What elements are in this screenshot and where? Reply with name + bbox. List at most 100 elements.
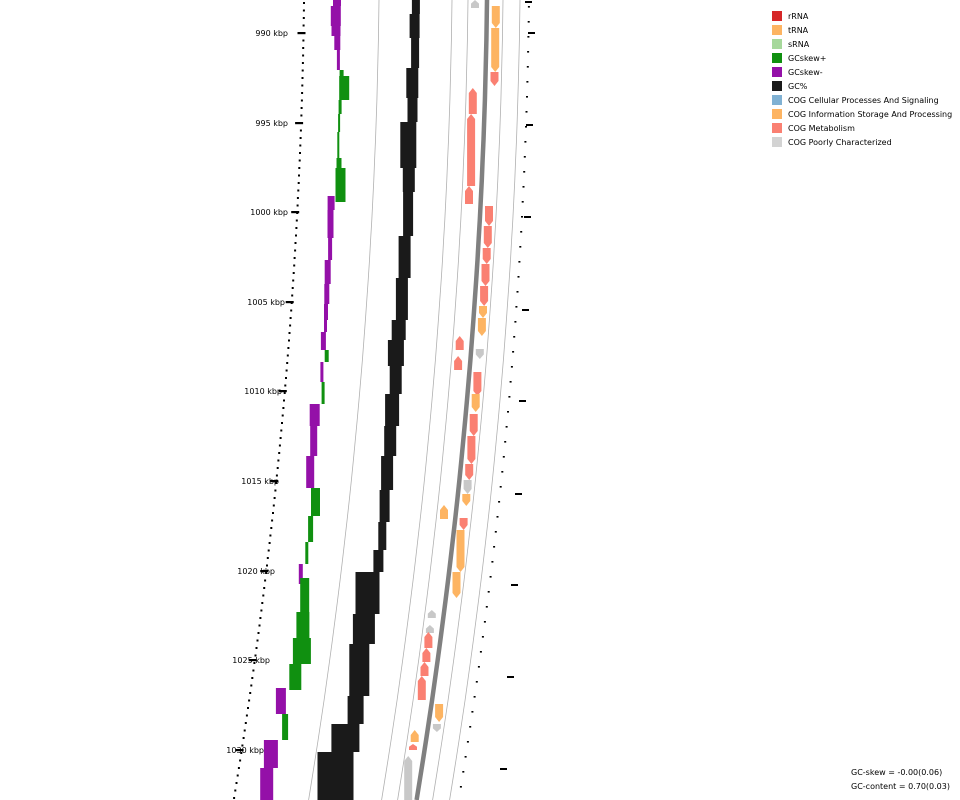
- cds-arrow-metabolism: [490, 72, 499, 86]
- scale-dot: [245, 714, 248, 717]
- gc-skew-bar-positive: [335, 168, 346, 202]
- gc-content-bar: [407, 98, 418, 122]
- scale-labels: 990 kbp 995 kbp 1000 kbp 1005 kbp 1010 k…: [226, 29, 288, 755]
- outer-minor-tick: [521, 216, 523, 218]
- outer-tick: [525, 1, 532, 3]
- scale-dot: [266, 557, 269, 559]
- cds-arrow-metabolism: [467, 436, 476, 464]
- legend: rRNA tRNA sRNA GCskew+ GCskew- GC% COG C…: [772, 9, 960, 149]
- scale-dot: [301, 77, 304, 79]
- gc-skew-bar-positive: [337, 132, 340, 158]
- cds-arrow-metabolism: [417, 676, 426, 700]
- scale-dot: [239, 759, 242, 762]
- scale-dot: [302, 9, 305, 12]
- stats-panel: GC-skew = -0.00(0.06) GC-content = 0.70(…: [851, 766, 950, 794]
- scale-dot: [295, 227, 298, 229]
- outer-minor-tick: [499, 486, 502, 488]
- legend-swatch: [772, 67, 782, 77]
- scale-dot: [294, 242, 297, 244]
- scale-dot: [301, 84, 304, 87]
- scale-dot: [299, 152, 301, 154]
- ring-line: [397, 0, 469, 800]
- tick-label: 1000 kbp: [250, 208, 288, 217]
- gc-skew-bar-negative: [327, 210, 334, 238]
- outer-minor-tick: [459, 786, 462, 788]
- outer-minor-tick: [525, 111, 528, 113]
- tick-label: 1010 kbp: [244, 387, 282, 396]
- scale-dot: [295, 219, 298, 222]
- outer-minor-tick: [502, 456, 505, 458]
- outer-minor-tick: [489, 576, 492, 578]
- outer-ticks: [459, 1, 535, 788]
- ring-line: [381, 0, 453, 800]
- genome-backbone: [414, 0, 490, 800]
- gc-skew-bar-negative: [330, 6, 341, 26]
- scale-dot: [298, 159, 301, 162]
- gc-skew-bar-positive: [338, 100, 342, 114]
- gc-skew-stat: GC-skew = -0.00(0.06): [851, 768, 943, 777]
- legend-item-gc-percent: GC%: [772, 79, 960, 93]
- cds-arrow-metabolism: [467, 114, 476, 186]
- scale-dot: [268, 542, 271, 544]
- scale-dot: [233, 797, 236, 799]
- legend-label: tRNA: [788, 25, 809, 35]
- outer-minor-tick: [523, 156, 526, 158]
- outer-minor-tick: [475, 681, 478, 683]
- cds-arrow-poorly: [463, 480, 472, 494]
- backbone-line: [414, 0, 490, 800]
- cds-arrow-metabolism: [468, 88, 477, 114]
- scale-dot: [299, 137, 302, 139]
- cds-arrow-metabolism: [465, 464, 474, 480]
- scale-dot: [264, 579, 267, 582]
- scale-dot: [298, 167, 301, 169]
- scale-dot: [249, 692, 252, 694]
- scale-dot: [241, 744, 244, 747]
- gc-content-bar: [373, 550, 384, 572]
- scale-dot: [300, 99, 303, 102]
- scale-dot: [265, 572, 268, 574]
- scale-dot: [297, 182, 300, 184]
- scale-dot: [256, 639, 259, 642]
- legend-swatch: [772, 11, 782, 21]
- outer-minor-tick: [485, 606, 488, 608]
- cds-arrow-poorly: [432, 724, 441, 732]
- outer-minor-tick: [496, 516, 499, 518]
- scale-dot: [285, 377, 287, 379]
- outer-minor-tick: [526, 81, 529, 83]
- scale-dot: [260, 609, 263, 612]
- legend-swatch: [772, 123, 782, 133]
- gc-content-bar: [400, 122, 417, 168]
- gc-content-bar: [349, 644, 370, 696]
- ring-line: [308, 0, 380, 800]
- scale-dot: [299, 144, 302, 147]
- scale-dot: [302, 47, 305, 49]
- tick-label: 990 kbp: [255, 29, 288, 38]
- cds-arrow-info: [491, 28, 500, 72]
- scale-dot: [302, 24, 305, 27]
- legend-label: COG Cellular Processes And Signaling: [788, 95, 939, 105]
- scale-dot: [277, 459, 280, 462]
- gc-skew-bar-positive: [321, 382, 325, 404]
- cds-arrow-metabolism: [465, 186, 473, 204]
- gc-content-bar: [387, 340, 404, 366]
- scale-dot: [292, 279, 295, 282]
- scale-dot: [302, 39, 305, 42]
- scale-dot: [274, 489, 277, 492]
- gc-skew-bar-negative: [327, 196, 335, 210]
- legend-item-cog-cellular: COG Cellular Processes And Signaling: [772, 93, 960, 107]
- scale-dot: [303, 2, 305, 4]
- outer-minor-tick: [477, 666, 480, 668]
- scale-dot: [301, 62, 304, 64]
- scale-dot: [281, 414, 284, 417]
- outer-minor-tick: [525, 126, 527, 128]
- outer-minor-tick: [518, 261, 521, 263]
- gc-skew-bar-positive: [282, 714, 289, 740]
- gc-skew-bar-positive: [308, 516, 314, 542]
- gc-skew-bar-negative: [310, 426, 318, 456]
- major-tick: [291, 211, 300, 214]
- outer-tick: [507, 676, 514, 678]
- cds-arrow-poorly: [475, 349, 484, 359]
- outer-minor-tick: [527, 51, 530, 53]
- legend-item-gcskew-pos: GCskew+: [772, 51, 960, 65]
- tick-label: 1020 kbp: [237, 567, 275, 576]
